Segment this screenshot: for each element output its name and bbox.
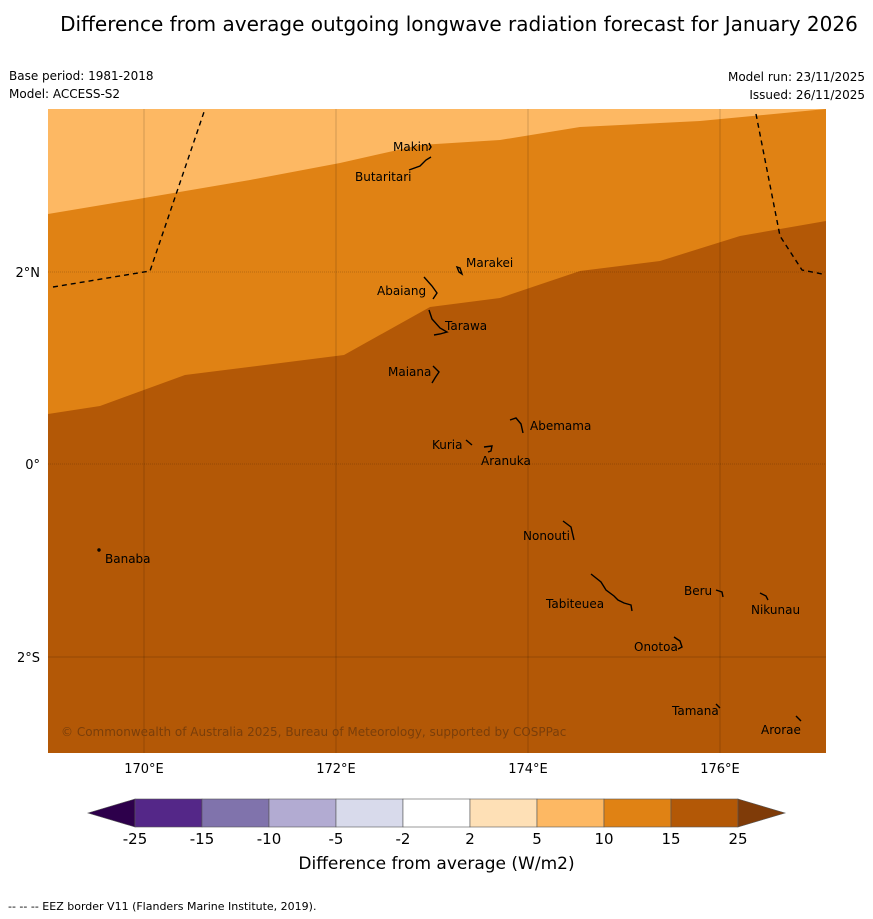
lon-label-172e: 172°E — [316, 762, 356, 777]
butaritari-outline — [408, 156, 432, 171]
island-label-maiana: Maiana — [388, 365, 431, 379]
eez-footnote: -- -- -- EEZ border V11 (Flanders Marine… — [8, 900, 317, 913]
colorbar-under-arrow — [86, 798, 136, 828]
island-label-beru: Beru — [684, 584, 712, 598]
eez-border — [52, 108, 823, 288]
island-outlines — [97, 142, 802, 722]
island-label-butaritari: Butaritari — [355, 170, 412, 184]
colorbar-tick-4: -5 — [329, 830, 344, 848]
lat-label-0: 0° — [25, 458, 40, 473]
island-label-abemama: Abemama — [530, 419, 591, 433]
island-label-tabiteuea: Tabiteuea — [545, 597, 604, 611]
anomaly-shading — [48, 109, 826, 753]
base-period-text: Base period: 1981-2018 — [9, 69, 154, 83]
island-label-kuria: Kuria — [432, 438, 463, 452]
colorbar-box-9 — [670, 798, 739, 828]
colorbar-tick-8: 10 — [594, 830, 613, 848]
nikunau-outline — [759, 592, 769, 601]
model-text: Model: ACCESS-S2 — [9, 87, 121, 101]
marakei-outline — [455, 265, 464, 276]
graticule — [48, 109, 826, 753]
colorbar-tick-7: 5 — [532, 830, 542, 848]
colorbar-box-2 — [201, 798, 270, 828]
colorbar-box-3 — [268, 798, 337, 828]
colorbar-box-8 — [603, 798, 672, 828]
kuria-outline — [465, 439, 473, 446]
makin-outline — [428, 142, 432, 151]
colorbar-box-7 — [536, 798, 605, 828]
eez-border-east — [755, 113, 823, 275]
onotoa-outline — [673, 636, 683, 650]
lat-label-2n: 2°N — [16, 266, 41, 281]
nonouti-outline — [562, 520, 575, 541]
colorbar: -25 -15 -10 -5 -2 2 5 10 15 25 — [86, 798, 787, 848]
colorbar-tick-5: -2 — [396, 830, 411, 848]
colorbar-label: Difference from average (W/m2) — [298, 854, 575, 874]
colorbar-tick-3: -10 — [257, 830, 282, 848]
island-label-nikunau: Nikunau — [751, 603, 800, 617]
colorbar-tick-1: -25 — [123, 830, 148, 848]
forecast-map: Makin Butaritari Marakei Abaiang Tarawa … — [16, 108, 826, 848]
island-label-aranuka: Aranuka — [481, 454, 531, 468]
colorbar-box-6 — [469, 798, 538, 828]
colorbar-tick-10: 25 — [728, 830, 747, 848]
copyright-text: © Commonwealth of Australia 2025, Bureau… — [61, 725, 566, 739]
banaba-outline — [97, 548, 101, 552]
colorbar-over-arrow — [737, 798, 787, 828]
aranuka-outline — [483, 445, 493, 453]
island-label-banaba: Banaba — [105, 552, 151, 566]
arorae-outline — [795, 715, 802, 722]
lat-label-2s: 2°S — [17, 651, 40, 666]
colorbar-tick-6: 2 — [465, 830, 475, 848]
island-label-tarawa: Tarawa — [444, 319, 487, 333]
maiana-outline — [431, 365, 440, 384]
model-run-text: Model run: 23/11/2025 — [727, 70, 865, 84]
lon-label-174e: 174°E — [508, 762, 548, 777]
island-labels: Makin Butaritari Marakei Abaiang Tarawa … — [105, 140, 801, 737]
beru-outline — [715, 589, 724, 598]
tamana-outline — [715, 703, 721, 709]
island-label-nonouti: Nonouti — [523, 529, 570, 543]
tabiteuea-outline — [590, 573, 633, 612]
lon-label-176e: 176°E — [700, 762, 740, 777]
shade-5-to-10 — [48, 109, 826, 214]
island-label-abaiang: Abaiang — [377, 284, 426, 298]
colorbar-tick-2: -15 — [190, 830, 215, 848]
map-title: Difference from average outgoing longwav… — [60, 12, 858, 36]
island-label-tamana: Tamana — [671, 704, 719, 718]
colorbar-tick-9: 15 — [661, 830, 680, 848]
island-label-arorae: Arorae — [761, 723, 801, 737]
colorbar-box-1 — [134, 798, 203, 828]
island-label-makin: Makin — [393, 140, 429, 154]
lon-label-170e: 170°E — [124, 762, 164, 777]
colorbar-tick-labels: -25 -15 -10 -5 -2 2 5 10 15 25 — [123, 830, 748, 848]
colorbar-box-4 — [335, 798, 404, 828]
abaiang-outline — [423, 276, 438, 300]
colorbar-box-5 — [402, 798, 471, 828]
axis-tick-labels: 170°E 172°E 174°E 176°E 2°N 0° 2°S — [16, 266, 740, 777]
shade-10-to-15 — [48, 109, 826, 414]
tarawa-outline — [428, 309, 449, 336]
island-label-marakei: Marakei — [466, 256, 513, 270]
issued-text: Issued: 26/11/2025 — [749, 88, 865, 102]
colorbar-boxes — [134, 798, 739, 828]
island-label-onotoa: Onotoa — [634, 640, 678, 654]
abemama-outline — [509, 417, 524, 434]
